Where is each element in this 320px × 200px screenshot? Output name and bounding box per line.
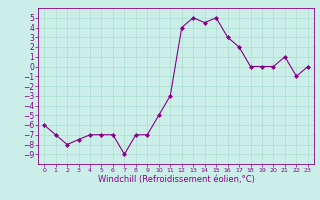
X-axis label: Windchill (Refroidissement éolien,°C): Windchill (Refroidissement éolien,°C) bbox=[98, 175, 254, 184]
